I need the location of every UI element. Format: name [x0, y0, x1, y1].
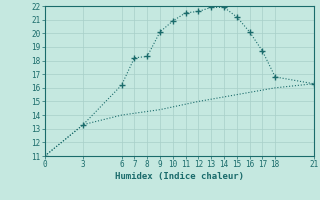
X-axis label: Humidex (Indice chaleur): Humidex (Indice chaleur) — [115, 172, 244, 181]
